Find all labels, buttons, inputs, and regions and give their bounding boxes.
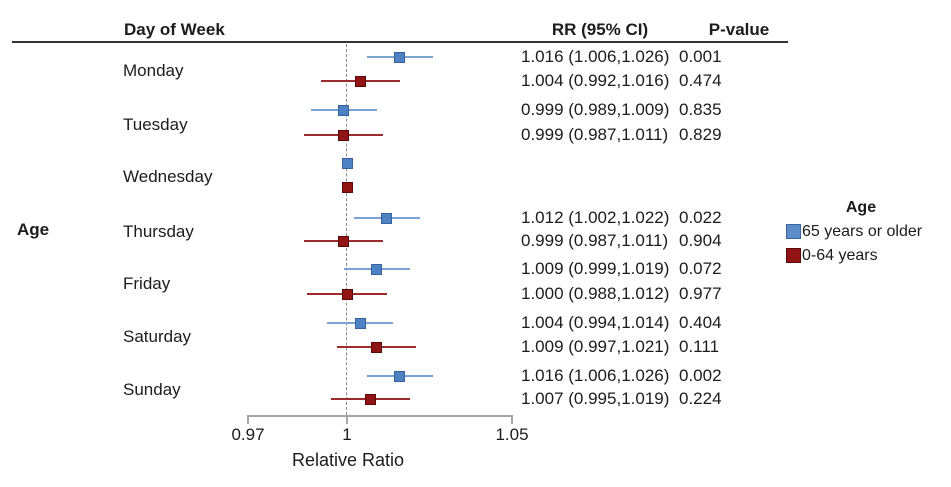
legend-item-0-64: 0-64 years: [786, 246, 951, 265]
rr-ci-value: 0.999 (0.989,1.009): [521, 100, 670, 119]
forest-marker-65-or-older: [338, 104, 350, 116]
p-value: 0.474: [679, 71, 722, 90]
day-label: Saturday: [123, 327, 192, 346]
rr-ci-value: 1.004 (0.992,1.016): [521, 71, 670, 90]
p-value: 0.224: [679, 389, 722, 408]
header-rule: [12, 41, 788, 43]
p-value: 0.072: [679, 259, 722, 278]
rr-ci-value: 1.000 (0.988,1.012): [521, 284, 670, 303]
forest-marker-0-64: [338, 235, 350, 247]
p-value: 0.835: [679, 100, 722, 119]
column-header-rr-ci: RR (95% CI): [551, 20, 649, 39]
legend-title: Age: [845, 199, 877, 216]
rr-ci-value: 0.999 (0.987,1.011): [521, 125, 669, 144]
forest-marker-65-or-older: [394, 51, 406, 63]
p-value: 0.904: [679, 231, 722, 250]
x-axis-tick: [346, 415, 348, 424]
forest-marker-0-64: [364, 393, 376, 405]
legend-item-65-or-older: 65 years or older: [786, 222, 951, 241]
forest-marker-0-64: [338, 129, 350, 141]
forest-marker-65-or-older: [381, 212, 393, 224]
rr-ci-value: 1.016 (1.006,1.026): [521, 366, 670, 385]
x-axis-line: [248, 415, 513, 417]
reference-line: [346, 44, 347, 415]
forest-marker-0-64: [341, 288, 353, 300]
rr-ci-value: 1.004 (0.994,1.014): [521, 313, 670, 332]
row-group-label-age: Age: [17, 220, 50, 239]
p-value: 0.001: [679, 47, 722, 66]
rr-ci-value: 1.016 (1.006,1.026): [521, 47, 670, 66]
day-label: Thursday: [123, 221, 194, 241]
column-header-p-value: P-value: [708, 20, 770, 39]
p-value: 0.002: [679, 366, 722, 385]
legend-swatch-blue: [786, 224, 801, 239]
p-value: 0.829: [679, 125, 722, 144]
forest-marker-65-or-older: [341, 157, 353, 169]
rr-ci-value: 1.009 (0.999,1.019): [521, 259, 670, 278]
forest-marker-65-or-older: [354, 317, 366, 329]
x-axis-title: Relative Ratio: [291, 450, 405, 470]
forest-marker-65-or-older: [394, 370, 406, 382]
forest-marker-0-64: [371, 341, 383, 353]
p-value: 0.404: [679, 313, 722, 332]
rr-ci-value: 1.007 (0.995,1.019): [521, 389, 670, 408]
rr-ci-value: 1.012 (1.002,1.022): [521, 208, 670, 227]
p-value: 0.977: [679, 284, 722, 303]
day-label: Wednesday: [123, 167, 213, 186]
p-value: 0.022: [679, 208, 722, 227]
x-axis-tick-label: 0.97: [231, 425, 265, 444]
x-axis-tick-label: 1: [342, 425, 352, 444]
forest-marker-0-64: [341, 181, 353, 193]
p-value: 0.111: [679, 337, 720, 356]
day-label: Monday: [123, 61, 184, 80]
column-header-day-of-week: Day of Week: [124, 20, 225, 39]
day-label: Sunday: [123, 379, 181, 399]
legend-item-label: 65 years or older: [802, 223, 923, 240]
legend-swatch-red: [786, 248, 801, 263]
x-axis-tick: [511, 415, 513, 424]
legend-item-label: 0-64 years: [802, 247, 878, 264]
x-axis-tick-label: 1.05: [495, 425, 529, 444]
legend: Age 65 years or older 0-64 years: [786, 198, 951, 265]
forest-marker-65-or-older: [371, 263, 383, 275]
rr-ci-value: 1.009 (0.997,1.021): [521, 337, 670, 356]
day-label: Tuesday: [123, 114, 188, 134]
day-label: Friday: [123, 273, 171, 293]
rr-ci-value: 0.999 (0.987,1.011): [521, 231, 669, 250]
forest-marker-0-64: [354, 75, 366, 87]
x-axis-tick: [247, 415, 249, 424]
